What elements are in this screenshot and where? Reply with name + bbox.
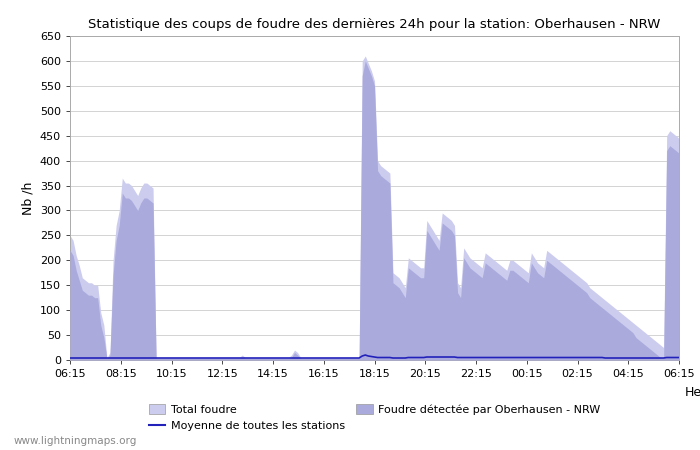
Text: Heure: Heure	[685, 386, 700, 399]
Legend: Total foudre, Moyenne de toutes les stations, Foudre détectée par Oberhausen - N: Total foudre, Moyenne de toutes les stat…	[148, 405, 601, 431]
Title: Statistique des coups de foudre des dernières 24h pour la station: Oberhausen - : Statistique des coups de foudre des dern…	[88, 18, 661, 31]
Y-axis label: Nb /h: Nb /h	[21, 181, 34, 215]
Text: www.lightningmaps.org: www.lightningmaps.org	[14, 436, 137, 446]
